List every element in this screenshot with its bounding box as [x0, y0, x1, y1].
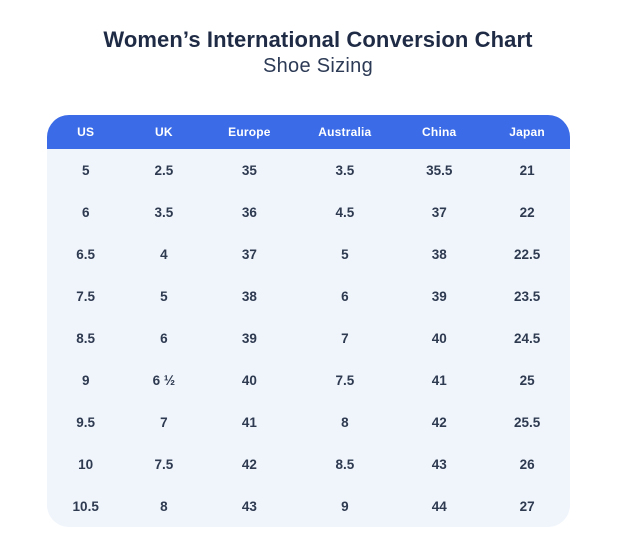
table-cell: 5 — [47, 149, 125, 191]
table-cell: 6 — [47, 191, 125, 233]
table-cell: 10 — [47, 443, 125, 485]
table-row: 6.5 4 37 5 38 22.5 — [47, 233, 570, 275]
page-title: Women’s International Conversion Chart — [103, 27, 533, 52]
table-cell: 43 — [394, 443, 485, 485]
column-header-europe: Europe — [203, 115, 296, 149]
table-cell: 10.5 — [47, 485, 125, 527]
table-cell: 44 — [394, 485, 485, 527]
table-cell: 39 — [203, 317, 296, 359]
table-cell: 7.5 — [295, 359, 395, 401]
table-row: 5 2.5 35 3.5 35.5 21 — [47, 149, 570, 191]
conversion-table-card: US UK Europe Australia China Japan 5 2.5 35 3.5 3… — [47, 115, 570, 527]
table-cell: 25.5 — [484, 401, 570, 443]
table-cell: 24.5 — [484, 317, 570, 359]
table-row: 10.5 8 43 9 44 27 — [47, 485, 570, 527]
column-header-us: US — [47, 115, 125, 149]
table-cell: 40 — [203, 359, 296, 401]
table-cell: 2.5 — [124, 149, 204, 191]
table-header: US UK Europe Australia China Japan — [47, 115, 570, 149]
table-cell: 3.5 — [295, 149, 395, 191]
table-cell: 35.5 — [394, 149, 485, 191]
table-cell: 22 — [484, 191, 570, 233]
table-cell: 7.5 — [124, 443, 204, 485]
table-cell: 23.5 — [484, 275, 570, 317]
table-row: 8.5 6 39 7 40 24.5 — [47, 317, 570, 359]
table-cell: 5 — [124, 275, 204, 317]
table-cell: 7 — [295, 317, 395, 359]
table-cell: 27 — [484, 485, 570, 527]
column-header-uk: UK — [124, 115, 204, 149]
table-cell: 9.5 — [47, 401, 125, 443]
table-cell: 5 — [295, 233, 395, 275]
table-cell: 9 — [47, 359, 125, 401]
column-header-australia: Australia — [295, 115, 395, 149]
table-row: 9.5 7 41 8 42 25.5 — [47, 401, 570, 443]
table-row: 6 3.5 36 4.5 37 22 — [47, 191, 570, 233]
table-cell: 21 — [484, 149, 570, 191]
table-cell: 35 — [203, 149, 296, 191]
table-cell: 8 — [124, 485, 204, 527]
table-row: 10 7.5 42 8.5 43 26 — [47, 443, 570, 485]
table-body: 5 2.5 35 3.5 35.5 21 6 3.5 36 4.5 37 22 6.5 4 37 5 38 22.… — [47, 149, 570, 527]
table-cell: 7.5 — [47, 275, 125, 317]
table-cell: 4.5 — [295, 191, 395, 233]
table-cell: 43 — [203, 485, 296, 527]
table-cell: 37 — [203, 233, 296, 275]
table-cell: 9 — [295, 485, 395, 527]
table-row: 7.5 5 38 6 39 23.5 — [47, 275, 570, 317]
table-cell: 6 — [295, 275, 395, 317]
column-header-japan: Japan — [484, 115, 570, 149]
table-cell: 39 — [394, 275, 485, 317]
table-cell: 41 — [203, 401, 296, 443]
table-cell: 25 — [484, 359, 570, 401]
table-cell: 26 — [484, 443, 570, 485]
table-cell: 3.5 — [124, 191, 204, 233]
table-cell: 6.5 — [47, 233, 125, 275]
table-cell: 37 — [394, 191, 485, 233]
table-cell: 8 — [295, 401, 395, 443]
table-cell: 41 — [394, 359, 485, 401]
table-cell: 6 — [124, 317, 204, 359]
page-subtitle: Shoe Sizing — [262, 55, 374, 77]
table-cell: 42 — [394, 401, 485, 443]
table-cell: 38 — [394, 233, 485, 275]
table-cell: 22.5 — [484, 233, 570, 275]
table-cell: 8.5 — [295, 443, 395, 485]
table-cell: 38 — [203, 275, 296, 317]
table-cell: 42 — [203, 443, 296, 485]
table-cell: 36 — [203, 191, 296, 233]
table-cell: 6 ½ — [124, 359, 204, 401]
conversion-table: US UK Europe Australia China Japan 5 2.5 35 3.5 3… — [47, 115, 570, 527]
column-header-china: China — [394, 115, 485, 149]
table-header-row: US UK Europe Australia China Japan — [47, 115, 570, 149]
table-cell: 40 — [394, 317, 485, 359]
table-cell: 8.5 — [47, 317, 125, 359]
table-cell: 7 — [124, 401, 204, 443]
table-cell: 4 — [124, 233, 204, 275]
